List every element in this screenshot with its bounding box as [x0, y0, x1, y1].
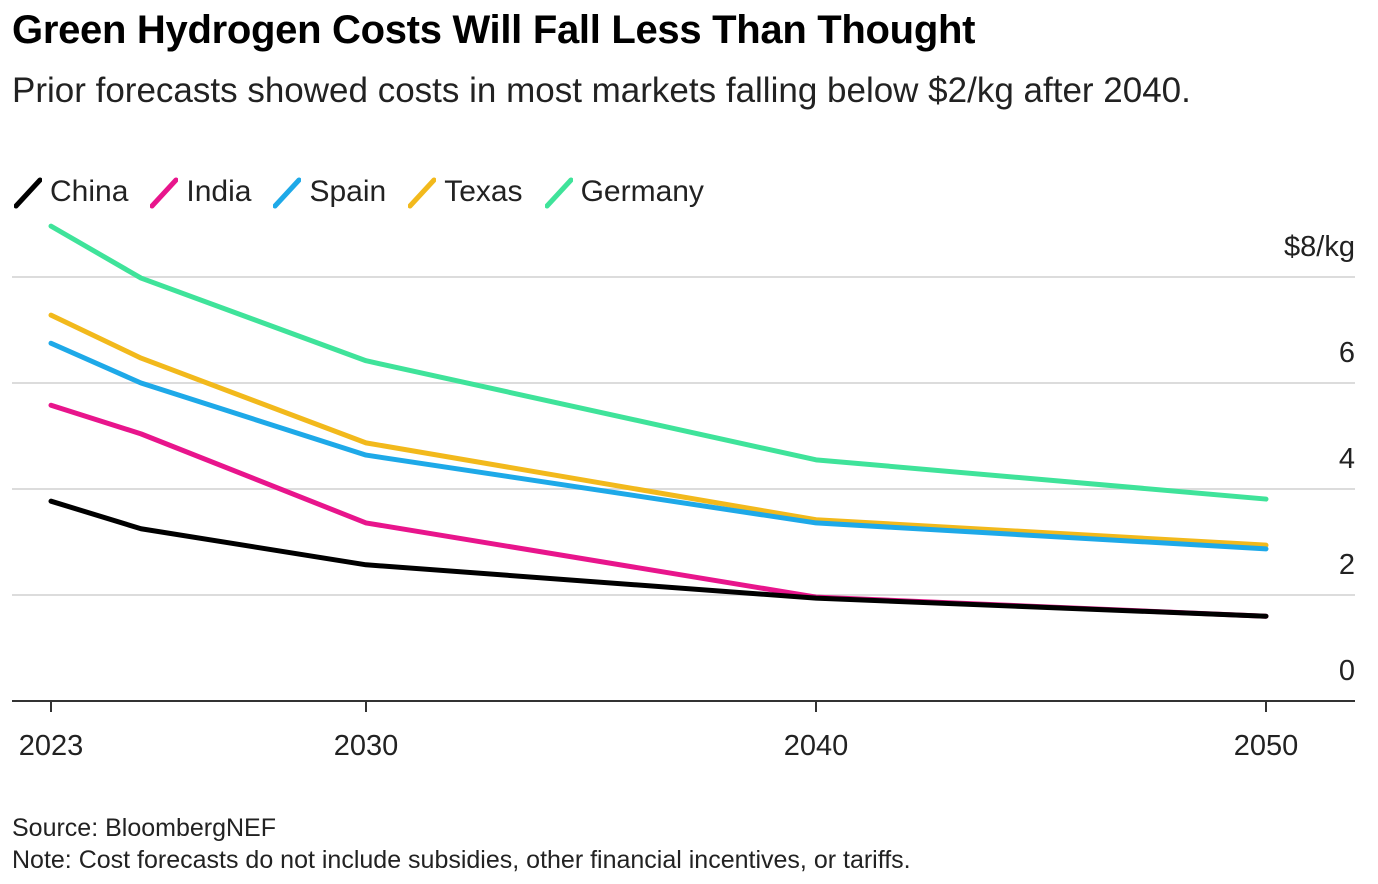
chart-subtitle: Prior forecasts showed costs in most mar…	[12, 71, 1191, 110]
legend: China India Spain Texas Germany	[14, 174, 704, 210]
y-tick-label: $8/kg	[1284, 231, 1355, 263]
source-note: Source: BloombergNEF	[12, 814, 277, 842]
legend-label: Germany	[580, 175, 704, 208]
legend-swatch	[544, 177, 573, 209]
x-tick-label: 2040	[784, 730, 849, 762]
x-tick-label: 2030	[334, 730, 399, 762]
legend-label: Spain	[309, 175, 387, 208]
legend-swatch	[273, 177, 302, 209]
legend-item-china: China	[14, 174, 128, 210]
y-tick-label: 0	[1339, 655, 1355, 687]
legend-label: China	[50, 175, 129, 208]
legend-item-india: India	[150, 174, 251, 210]
series-line-spain	[48, 340, 1269, 552]
y-tick-label: 2	[1339, 549, 1355, 581]
legend-item-spain: Spain	[273, 174, 386, 210]
series-line-china	[48, 498, 1269, 619]
y-tick-label: 6	[1339, 337, 1355, 369]
chart-title: Green Hydrogen Costs Will Fall Less Than…	[12, 8, 976, 52]
footer: Source: BloombergNEF Note: Cost forecast…	[12, 812, 911, 876]
x-tick-label: 2023	[19, 730, 84, 762]
legend-label: India	[186, 175, 252, 208]
legend-item-germany: Germany	[544, 174, 704, 210]
legend-item-texas: Texas	[408, 174, 523, 210]
footnote: Note: Cost forecasts do not include subs…	[12, 846, 911, 874]
legend-label: Texas	[444, 175, 523, 208]
legend-swatch	[150, 177, 179, 209]
series-line-texas	[48, 312, 1269, 548]
y-tick-label: 4	[1339, 443, 1355, 475]
x-tick-label: 2050	[1234, 730, 1299, 762]
legend-swatch	[14, 177, 42, 209]
legend-swatch	[408, 177, 437, 209]
series-line-germany	[48, 223, 1269, 502]
